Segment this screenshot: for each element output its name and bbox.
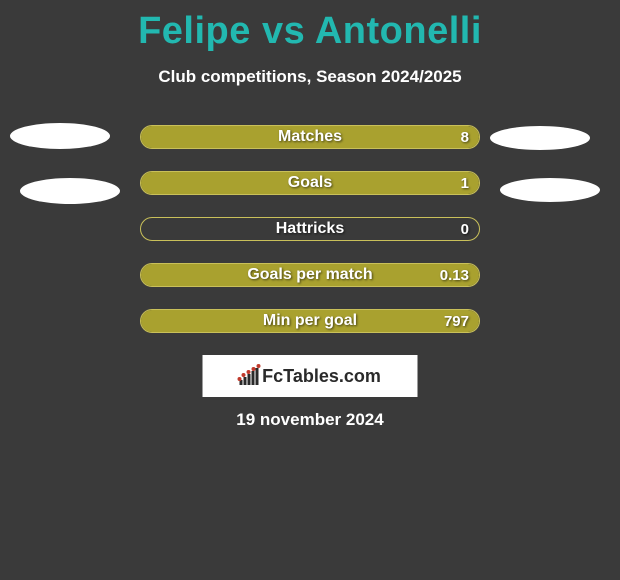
bar-label: Hattricks	[141, 218, 479, 240]
logo-bar-icon	[247, 374, 250, 385]
logo-chart-icon	[239, 367, 258, 385]
bar-value-right: 797	[444, 310, 469, 332]
bar-label: Min per goal	[141, 310, 479, 332]
logo-dot-icon	[246, 370, 250, 374]
bar-row: Hattricks0	[140, 217, 480, 241]
logo-text: FcTables.com	[262, 366, 381, 387]
logo-text-fc: Fc	[262, 366, 283, 386]
bar-label: Matches	[141, 126, 479, 148]
bar-value-right: 0	[461, 218, 469, 240]
bar-value-right: 0.13	[440, 264, 469, 286]
logo-bar-icon	[255, 368, 258, 385]
placeholder-ellipse	[20, 178, 120, 204]
logo-dot-icon	[237, 377, 241, 381]
page-title: Felipe vs Antonelli	[0, 0, 620, 53]
bar-row: Goals1	[140, 171, 480, 195]
comparison-chart: Matches8Goals1Hattricks0Goals per match0…	[0, 125, 620, 365]
logo-bar-icon	[243, 377, 246, 385]
placeholder-ellipse	[10, 123, 110, 149]
bar-row: Matches8	[140, 125, 480, 149]
logo-text-rest: Tables.com	[283, 366, 381, 386]
bar-label: Goals per match	[141, 264, 479, 286]
bar-label: Goals	[141, 172, 479, 194]
placeholder-ellipse	[490, 126, 590, 150]
bars-container: Matches8Goals1Hattricks0Goals per match0…	[140, 125, 480, 355]
bar-value-right: 1	[461, 172, 469, 194]
bar-row: Goals per match0.13	[140, 263, 480, 287]
bar-value-right: 8	[461, 126, 469, 148]
logo-dot-icon	[251, 367, 255, 371]
subtitle: Club competitions, Season 2024/2025	[0, 67, 620, 87]
bar-row: Min per goal797	[140, 309, 480, 333]
fctables-logo: FcTables.com	[203, 355, 418, 397]
logo-dot-icon	[256, 364, 260, 368]
placeholder-ellipse	[500, 178, 600, 202]
date-label: 19 november 2024	[0, 410, 620, 430]
logo-dot-icon	[241, 373, 245, 377]
logo-bar-icon	[251, 371, 254, 385]
